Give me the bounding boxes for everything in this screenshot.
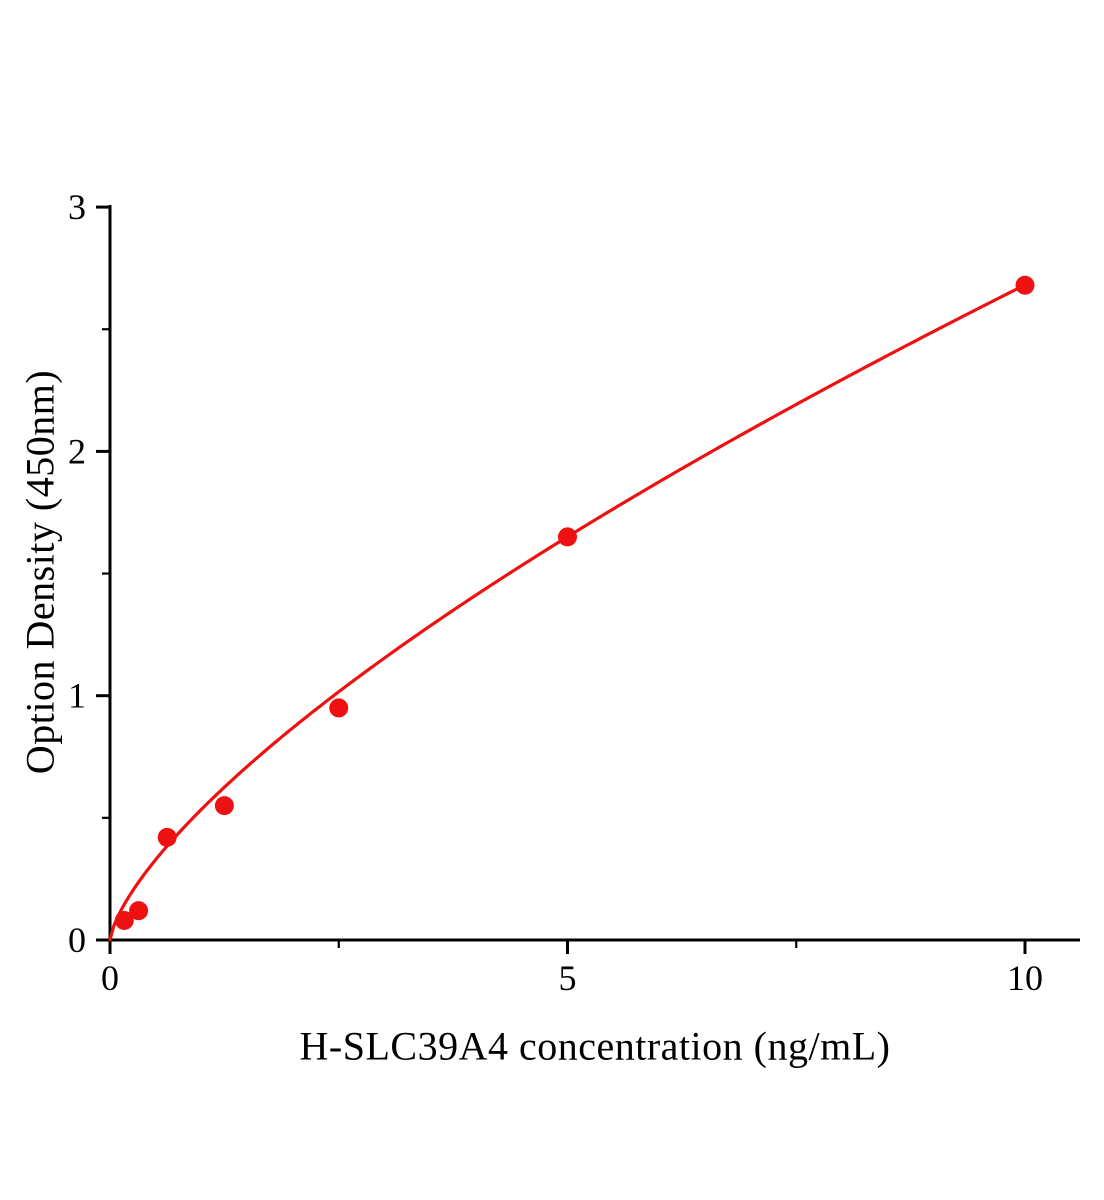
x-tick-label: 0 <box>101 958 119 998</box>
y-tick-label: 2 <box>68 431 86 471</box>
data-point <box>1015 275 1035 295</box>
y-tick-label: 1 <box>68 676 86 716</box>
fit-curve <box>108 283 1027 942</box>
data-point <box>129 901 149 921</box>
x-tick-label: 5 <box>559 958 577 998</box>
y-tick-label: 3 <box>68 187 86 227</box>
data-point <box>329 698 349 718</box>
y-axis-title: Option Density (450nm) <box>17 369 63 775</box>
data-point <box>558 527 577 547</box>
y-tick-label: 0 <box>68 920 86 960</box>
data-point <box>214 796 234 816</box>
x-axis-title: H-SLC39A4 concentration (ng/mL) <box>299 1023 891 1069</box>
data-point <box>114 910 134 930</box>
x-tick-label: 10 <box>1007 958 1043 998</box>
data-point <box>157 827 177 847</box>
